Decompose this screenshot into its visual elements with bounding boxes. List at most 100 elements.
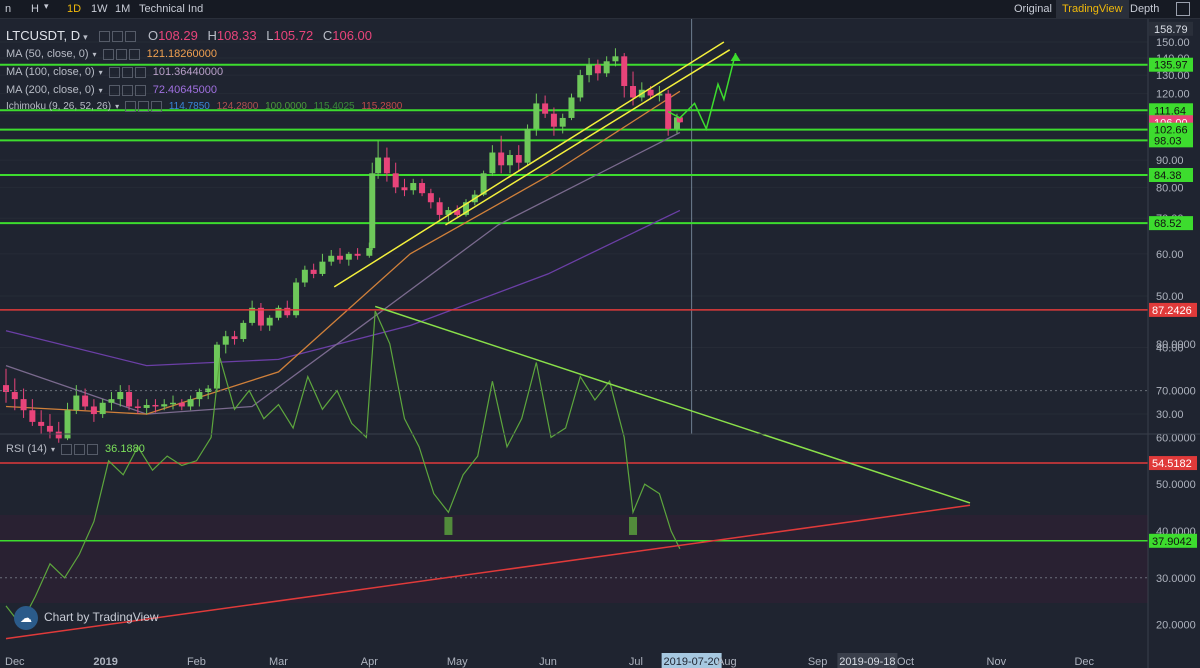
candle-body [656,93,663,96]
candle-body [90,406,97,415]
gear-icon[interactable] [138,101,150,112]
candle-body [205,388,212,393]
price-tick-label: 60.00 [1156,249,1184,261]
interval-1d-button[interactable]: 1D [67,3,82,15]
candle-body [445,210,452,215]
price-label: 84.38 [1154,170,1182,182]
gear-icon[interactable] [121,66,133,78]
candle-body [257,307,264,326]
rsi-tick-label: 50.0000 [1156,479,1196,491]
candle-body [427,193,434,203]
candle-body [275,307,282,318]
ma200-label: MA (200, close, 0) [6,84,95,96]
ichimoku-value-4: 115.4025 [313,101,355,113]
close-icon[interactable] [134,84,146,96]
view-tradingview-button[interactable]: TradingView [1056,0,1129,18]
ma200-legend[interactable]: MA (200, close, 0) ▾ 72.40645000 [6,84,217,96]
gear-icon[interactable] [73,443,85,455]
trend-channel[interactable] [333,41,731,288]
time-tick-label: 2019 [93,656,117,668]
chevron-down-icon: ▾ [83,32,88,42]
ohlc-high-label: H [207,28,217,43]
symbol-title[interactable]: LTCUSDT, D [6,28,81,43]
ohlc-open-value: 108.29 [158,28,198,43]
chevron-down-icon: ▾ [92,50,97,59]
chevron-down-icon: ▾ [115,102,120,112]
rsi-tick-label: 30.0000 [1156,573,1196,585]
time-cursor-box [837,653,898,668]
candle-body [410,183,417,191]
moving-averages [5,90,681,415]
rsi-tick-label: 80.0000 [1156,339,1196,351]
price-axis[interactable]: 150.00140.00130.00120.00110.0090.0080.00… [1149,21,1197,632]
cloud-icon: ☁ [14,606,38,630]
candle-body [301,269,308,283]
eye-icon[interactable] [108,84,120,96]
candle-body [489,152,496,174]
rsi-marker [444,516,453,535]
toolbar-item-n[interactable]: n [5,3,12,15]
view-original-button[interactable]: Original [1014,3,1052,15]
candle-body [231,336,238,340]
gear-icon[interactable] [121,84,133,96]
view-depth-button[interactable]: Depth [1130,3,1160,15]
close-icon[interactable] [134,66,146,78]
candle-body [463,202,470,215]
eye-icon[interactable] [125,101,137,112]
chevron-down-icon: ▾ [50,445,55,454]
price-label: 98.03 [1154,135,1182,147]
time-tick-label: May [447,656,468,668]
price-tick-label: 40.00 [1156,343,1184,355]
eye-icon[interactable] [60,443,72,455]
close-icon[interactable] [86,443,98,455]
price-label: 111.64 [1154,105,1186,117]
candle-body [266,317,273,326]
gear-icon[interactable] [115,48,127,60]
candle-body [401,187,408,191]
ma100-legend[interactable]: MA (100, close, 0) ▾ 101.36440000 [6,66,223,78]
candle-body [117,392,124,400]
interval-1m-button[interactable]: 1M [115,3,131,15]
ma50-line [5,90,681,415]
candle-body [64,410,71,439]
chart-canvas[interactable]: 150.00140.00130.00120.00110.0090.0080.00… [0,19,1200,668]
candle-body [524,128,531,163]
close-icon[interactable] [125,31,137,43]
tradingview-watermark[interactable]: ☁ Chart by TradingView [14,606,159,630]
close-icon[interactable] [151,101,163,112]
price-label-box [1149,103,1193,118]
price-label: 68.52 [1154,218,1182,230]
ma200-line [5,209,681,367]
price-tick-label: 80.00 [1156,182,1184,194]
toolbar-chart-type[interactable]: H [31,3,39,15]
rsi-label: 54.5182 [1152,458,1192,470]
candle-body [240,322,247,340]
candle-body [533,103,540,129]
candle-body [73,395,80,411]
rsi-label: 37.9042 [1152,536,1192,548]
fullscreen-icon[interactable] [1176,2,1190,16]
rsi-legend[interactable]: RSI (14) ▾ 36.1880 [6,443,145,455]
ma50-legend[interactable]: MA (50, close, 0) ▾ 121.18260000 [6,48,217,60]
ichimoku-value-3: 100.0000 [265,101,307,113]
candle-body [161,404,168,407]
gear-icon[interactable] [112,31,124,43]
eye-icon[interactable] [102,48,114,60]
candle-body [213,344,220,389]
rsi-label-box [1149,456,1197,471]
eye-icon[interactable] [99,31,111,43]
time-tick-label: Dec [1074,656,1094,668]
candle-body [542,103,549,114]
eye-icon[interactable] [108,66,120,78]
candle-body [665,93,672,129]
interval-1w-button[interactable]: 1W [91,3,108,15]
rsi-marker [629,516,638,535]
rsi-band-fill [0,515,1148,603]
rsi-tick-label: 70.0000 [1156,386,1196,398]
technical-indicators-button[interactable]: Technical Ind [139,3,204,15]
ichimoku-legend[interactable]: Ichimoku (9, 26, 52, 26) ▾ 114.7850 124.2… [6,101,402,112]
close-icon[interactable] [128,48,140,60]
time-tick-label: Sep [808,656,828,668]
price-tick-label: 90.00 [1156,155,1184,167]
